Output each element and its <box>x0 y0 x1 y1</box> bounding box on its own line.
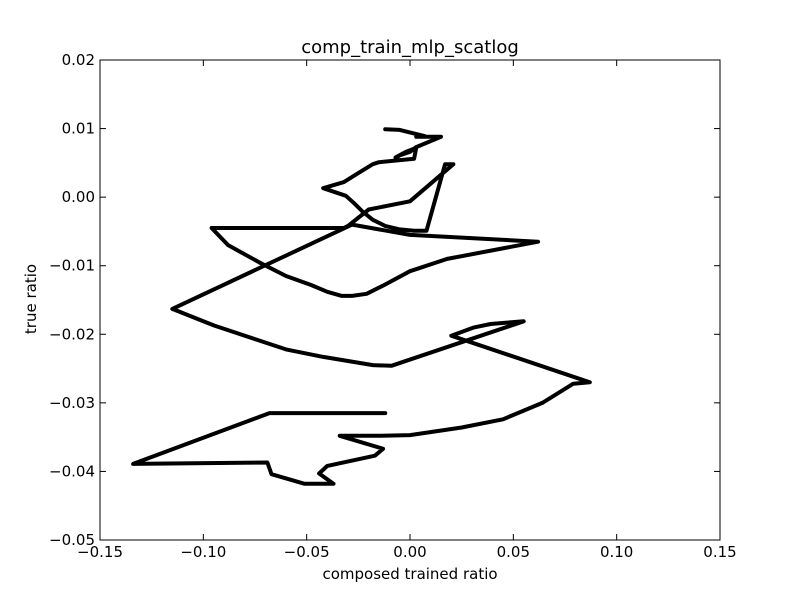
y-tick-label: 0.01 <box>62 120 95 138</box>
y-axis-label: true ratio <box>22 264 40 334</box>
axes-layer: −0.15 −0.10 −0.05 0.00 0.05 0.10 0.15 0.02 0.01 0… <box>49 51 737 561</box>
chart-title: comp_train_mlp_scatlog <box>301 37 519 58</box>
plot-layer <box>131 127 592 486</box>
y-tick-label: −0.05 <box>49 531 95 549</box>
y-tick-label: −0.02 <box>49 325 95 343</box>
x-tick-label: 0.10 <box>600 543 633 561</box>
y-tick-label: −0.04 <box>49 462 95 480</box>
y-tick-label: 0.00 <box>62 188 95 206</box>
x-tick-label: 0.15 <box>703 543 736 561</box>
y-tick-label: 0.02 <box>62 51 95 69</box>
x-axis-label: composed trained ratio <box>322 565 497 583</box>
x-tick-label: −0.15 <box>77 543 123 561</box>
x-tick-label: 0.05 <box>497 543 530 561</box>
x-tick-label: −0.05 <box>284 543 330 561</box>
x-tick-label: 0.00 <box>393 543 426 561</box>
series-line-0 <box>131 127 592 486</box>
y-tick-label: −0.01 <box>49 257 95 275</box>
y-tick-label: −0.03 <box>49 394 95 412</box>
x-tick-label: −0.10 <box>180 543 226 561</box>
